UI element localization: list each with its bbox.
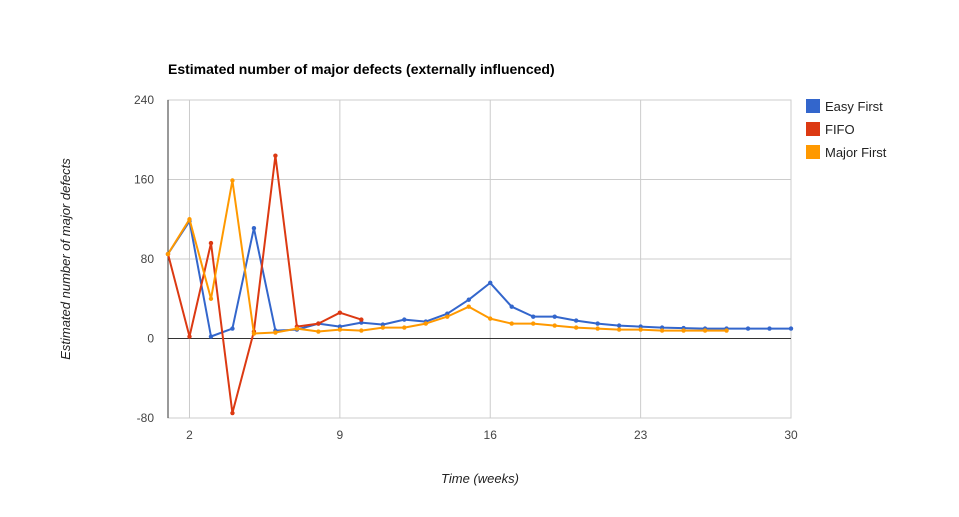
point-major-first-4 bbox=[251, 331, 257, 336]
point-fifo-9 bbox=[359, 317, 364, 322]
point-easy-first-20 bbox=[595, 321, 600, 326]
x-tick-label-3: 23 bbox=[634, 428, 648, 442]
point-major-first-24 bbox=[681, 328, 686, 333]
x-axis-title: Time (weeks) bbox=[441, 471, 519, 486]
point-major-first-10 bbox=[380, 325, 386, 330]
point-fifo-5 bbox=[273, 153, 278, 158]
point-major-first-5 bbox=[273, 330, 278, 335]
point-major-first-8 bbox=[337, 327, 343, 332]
legend-label-major-first: Major First bbox=[825, 145, 887, 160]
y-axis-ticks: -80 0 80 160 240 bbox=[134, 93, 154, 425]
point-easy-first-18 bbox=[552, 314, 557, 319]
series-layer bbox=[165, 153, 794, 416]
point-major-first-18 bbox=[552, 323, 557, 328]
point-easy-first-16 bbox=[509, 304, 514, 309]
y-tick-label-2: 80 bbox=[141, 252, 155, 266]
point-easy-first-2 bbox=[208, 334, 214, 339]
point-major-first-1 bbox=[187, 217, 192, 222]
point-easy-first-15 bbox=[488, 280, 493, 286]
point-major-first-2 bbox=[208, 296, 214, 301]
series-line-easy-first bbox=[167, 220, 791, 338]
point-easy-first-17 bbox=[531, 314, 536, 319]
grid bbox=[167, 99, 792, 419]
x-tick-label-0: 2 bbox=[186, 428, 193, 442]
point-major-first-17 bbox=[531, 321, 536, 326]
series-line-fifo bbox=[167, 154, 362, 414]
x-axis-ticks: 2 9 16 23 30 bbox=[186, 428, 798, 442]
point-major-first-23 bbox=[659, 328, 665, 333]
point-major-first-21 bbox=[616, 327, 622, 332]
x-tick-label-4: 30 bbox=[784, 428, 798, 442]
y-tick-label-1: 0 bbox=[147, 332, 154, 346]
point-easy-first-29 bbox=[788, 326, 794, 331]
series-line-major-first bbox=[167, 179, 727, 335]
y-axis-title: Estimated number of major defects bbox=[58, 158, 73, 360]
y-tick-label-0: -80 bbox=[137, 411, 155, 425]
x-tick-label-1: 9 bbox=[337, 428, 344, 442]
point-fifo-1 bbox=[187, 334, 192, 339]
zero-baseline bbox=[167, 100, 791, 418]
point-major-first-25 bbox=[702, 328, 708, 333]
point-major-first-26 bbox=[724, 328, 729, 333]
point-major-first-16 bbox=[509, 321, 514, 326]
point-major-first-20 bbox=[595, 326, 600, 331]
point-fifo-8 bbox=[337, 310, 343, 315]
legend-label-fifo: FIFO bbox=[825, 122, 855, 137]
point-major-first-7 bbox=[316, 329, 321, 334]
x-tick-label-2: 16 bbox=[484, 428, 498, 442]
point-easy-first-27 bbox=[745, 326, 751, 331]
point-major-first-15 bbox=[488, 316, 493, 321]
point-easy-first-14 bbox=[466, 297, 471, 302]
legend-swatch-easy-first bbox=[806, 99, 820, 113]
y-tick-label-3: 160 bbox=[134, 173, 154, 187]
point-major-first-0 bbox=[165, 251, 171, 257]
legend-swatch-major-first bbox=[806, 145, 820, 159]
point-easy-first-11 bbox=[402, 317, 407, 322]
legend: Easy First FIFO Major First bbox=[806, 99, 887, 160]
point-easy-first-4 bbox=[251, 225, 257, 231]
chart-title: Estimated number of major defects (exter… bbox=[168, 61, 555, 77]
point-major-first-11 bbox=[402, 325, 407, 330]
point-easy-first-21 bbox=[616, 323, 622, 328]
point-easy-first-19 bbox=[573, 318, 579, 323]
point-fifo-2 bbox=[208, 240, 214, 246]
point-major-first-19 bbox=[573, 325, 579, 330]
legend-swatch-fifo bbox=[806, 122, 820, 136]
point-fifo-7 bbox=[316, 321, 321, 326]
legend-label-easy-first: Easy First bbox=[825, 99, 883, 114]
point-fifo-3 bbox=[230, 410, 235, 416]
point-major-first-3 bbox=[230, 178, 235, 183]
point-major-first-6 bbox=[294, 326, 300, 331]
point-easy-first-28 bbox=[767, 326, 772, 331]
series-major-first bbox=[165, 178, 729, 336]
point-major-first-22 bbox=[638, 327, 643, 332]
y-tick-label-4: 240 bbox=[134, 93, 154, 107]
point-major-first-12 bbox=[423, 321, 428, 326]
point-easy-first-3 bbox=[230, 326, 235, 331]
point-major-first-14 bbox=[466, 304, 471, 309]
point-major-first-13 bbox=[445, 314, 450, 319]
point-major-first-9 bbox=[359, 328, 364, 333]
